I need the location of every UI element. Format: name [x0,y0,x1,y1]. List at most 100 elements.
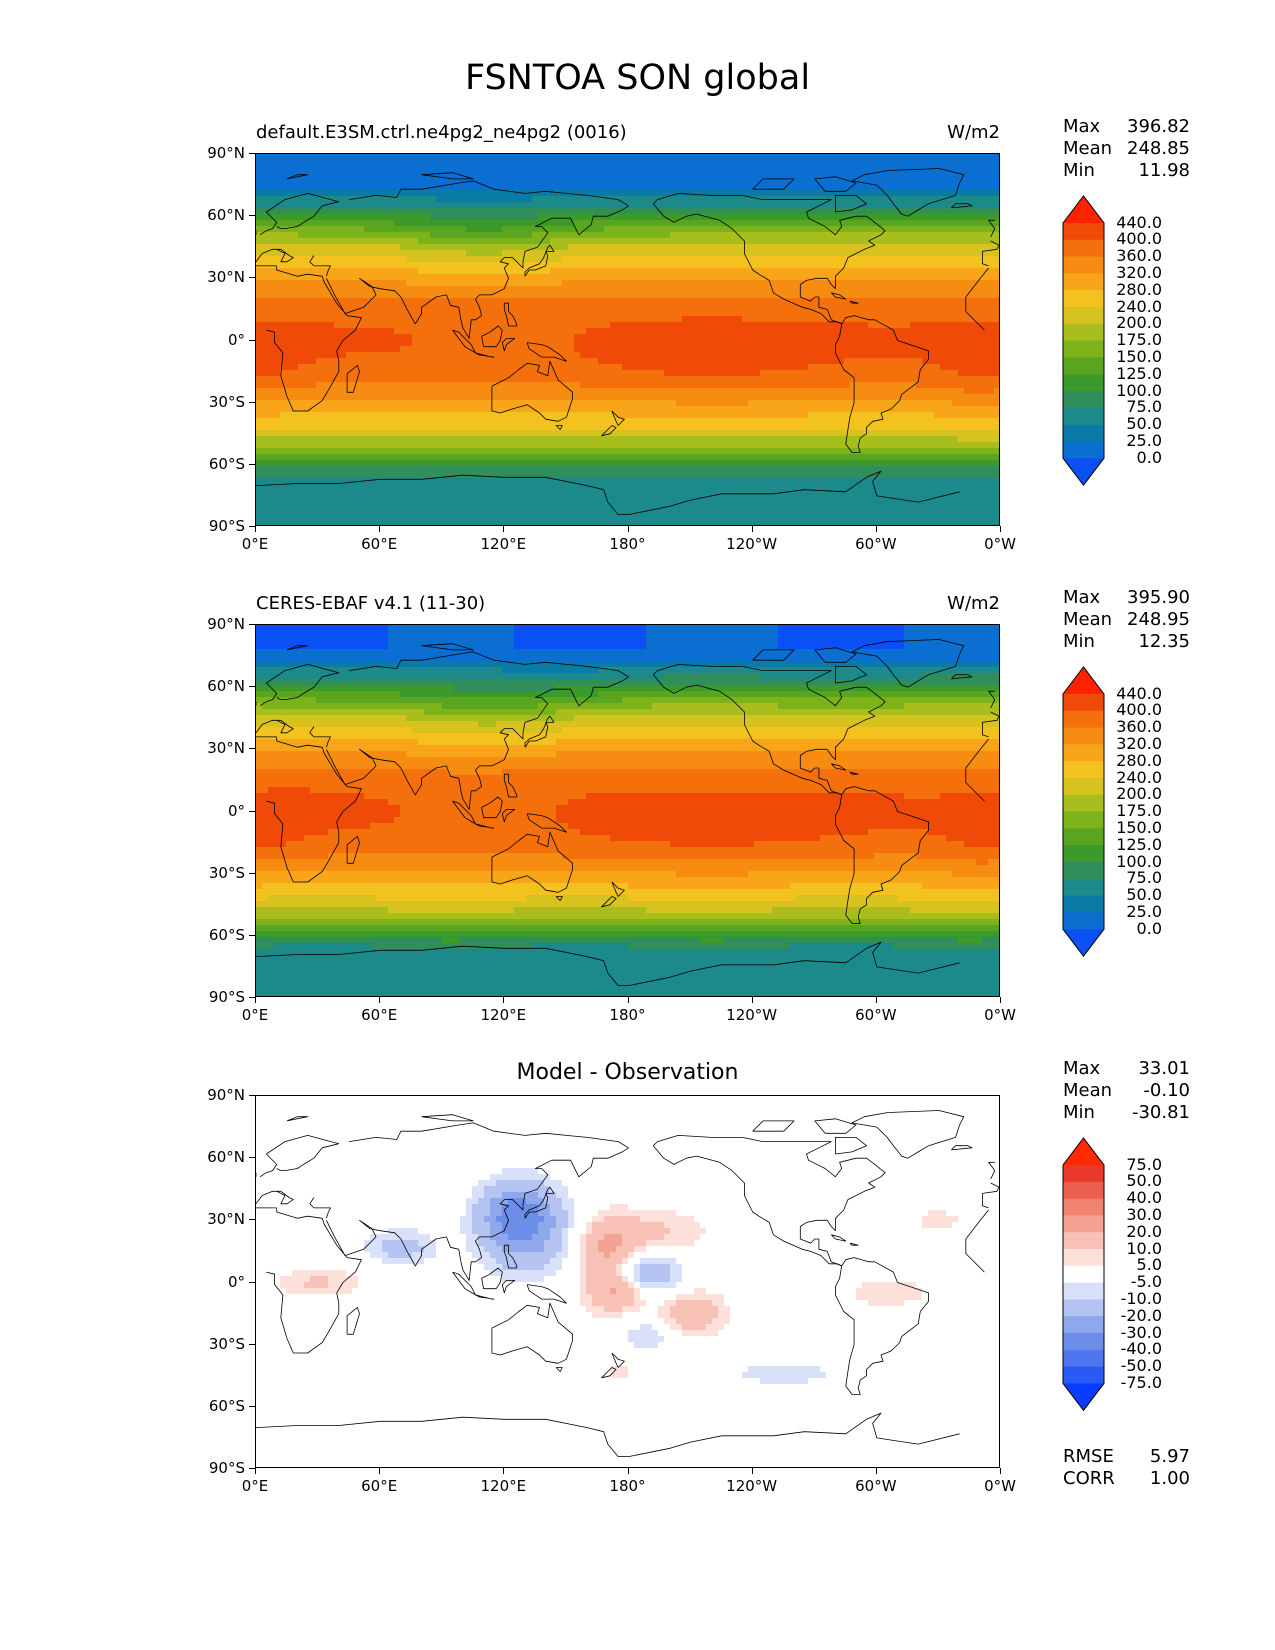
colorbar-box [1063,1265,1104,1283]
x-tick-mark [1000,997,1001,1003]
y-tick-mark [249,872,255,874]
y-tick-mark [249,997,255,998]
panel-units: W/m2 [900,593,1000,614]
colorbar-label: 400.0 [1106,231,1162,248]
colorbar-box [1063,710,1104,728]
y-tick-label: 30°S [185,864,245,882]
x-tick-label: 0°W [965,1477,1035,1495]
x-tick-label: 0°E [220,1477,290,1495]
y-tick-mark [249,277,255,279]
colorbar-label: 100.0 [1106,382,1162,400]
colorbar-box [1063,1215,1104,1233]
stat-label: Max [1063,116,1100,138]
colorbar-box [1063,828,1104,846]
y-tick-label: 90°N [185,144,245,162]
y-tick-mark [249,1468,255,1469]
colorbar-box [1063,407,1104,425]
x-tick-mark [751,526,753,532]
stat-label: Max [1063,587,1100,609]
y-tick-mark [249,401,255,403]
stat-mean: 248.95 [1127,609,1190,631]
model-stats: Max 396.82 Mean 248.85 Min 11.98 [1063,116,1190,182]
y-tick-label: 0° [185,331,245,349]
colorbar-extend-max [1063,667,1104,694]
x-tick-label: 60°E [344,535,414,553]
y-tick-label: 30°N [185,268,245,286]
colorbar-label: 440.0 [1106,214,1162,232]
colorbar-box [1063,845,1104,863]
x-tick-mark [751,997,753,1003]
panel-title-left: default.E3SM.ctrl.ne4pg2_ne4pg2 (0016) [256,122,627,143]
y-tick-mark [249,339,255,341]
colorbar-box [1063,1198,1104,1216]
colorbar-label: 5.0 [1106,1257,1162,1274]
x-tick-label: 180° [593,535,663,553]
y-tick-label: 60°N [185,677,245,695]
corr-value: 1.00 [1150,1468,1190,1490]
x-tick-mark [503,1468,505,1474]
y-tick-label: 90°S [185,1459,245,1477]
y-tick-label: 60°N [185,206,245,224]
colorbar-box [1063,441,1104,459]
x-tick-label: 120°E [468,1006,538,1024]
x-tick-label: 0°W [965,535,1035,553]
colorbar-label: 75.0 [1106,870,1162,887]
x-tick-mark [255,526,256,532]
y-tick-label: 90°S [185,517,245,535]
colorbar-box [1063,778,1104,796]
colorbar-label: 440.0 [1106,685,1162,703]
colorbar-box [1063,1316,1104,1334]
colorbar-label: 0.0 [1106,449,1162,467]
x-tick-label: 120°W [717,535,787,553]
stat-max: 395.90 [1127,587,1190,609]
y-tick-mark [249,463,255,465]
colorbar-box [1063,323,1104,341]
colorbar-box [1063,223,1104,241]
stat-min: -30.81 [1132,1102,1190,1124]
y-tick-label: 0° [185,802,245,820]
colorbar-box [1063,307,1104,325]
difference-stats: Max 33.01 Mean -0.10 Min -30.81 [1063,1058,1190,1124]
x-tick-mark [379,997,381,1003]
x-tick-mark [875,997,877,1003]
y-tick-label: 0° [185,1273,245,1291]
y-tick-label: 60°S [185,926,245,944]
colorbar-box [1063,744,1104,762]
y-tick-label: 90°N [185,1086,245,1104]
colorbar-box [1063,794,1104,812]
x-tick-mark [379,526,381,532]
colorbar-svg [1062,666,1105,958]
x-tick-label: 60°E [344,1477,414,1495]
colorbar-box [1063,1299,1104,1317]
y-tick-mark [249,1281,255,1283]
colorbar-label: 175.0 [1106,802,1162,820]
x-tick-label: 180° [593,1477,663,1495]
x-tick-label: 120°E [468,535,538,553]
colorbar-box [1063,290,1104,308]
x-tick-label: 120°W [717,1006,787,1024]
x-tick-label: 60°W [841,535,911,553]
colorbar-box [1063,1181,1104,1199]
contour-field [256,154,999,525]
y-tick-label: 60°N [185,1148,245,1166]
colorbar-label: 320.0 [1106,735,1162,753]
colorbar-box [1063,1282,1104,1300]
colorbar-box [1063,895,1104,913]
stat-min: 11.98 [1138,160,1190,182]
colorbar-label: 125.0 [1106,836,1162,854]
y-tick-mark [249,1343,255,1345]
y-tick-label: 30°S [185,1335,245,1353]
x-tick-label: 60°W [841,1477,911,1495]
coastlines [256,639,999,987]
colorbar-box [1063,1165,1104,1183]
colorbar-box [1063,1333,1104,1351]
y-tick-mark [249,153,255,154]
difference-title: Model - Observation [255,1060,1000,1085]
colorbar-box [1063,357,1104,375]
colorbar-box [1063,391,1104,409]
colorbar-label: -30.0 [1106,1324,1162,1342]
colorbar-label: 280.0 [1106,281,1162,299]
y-tick-mark [249,934,255,936]
colorbar-box [1063,239,1104,257]
y-tick-mark [249,1095,255,1096]
